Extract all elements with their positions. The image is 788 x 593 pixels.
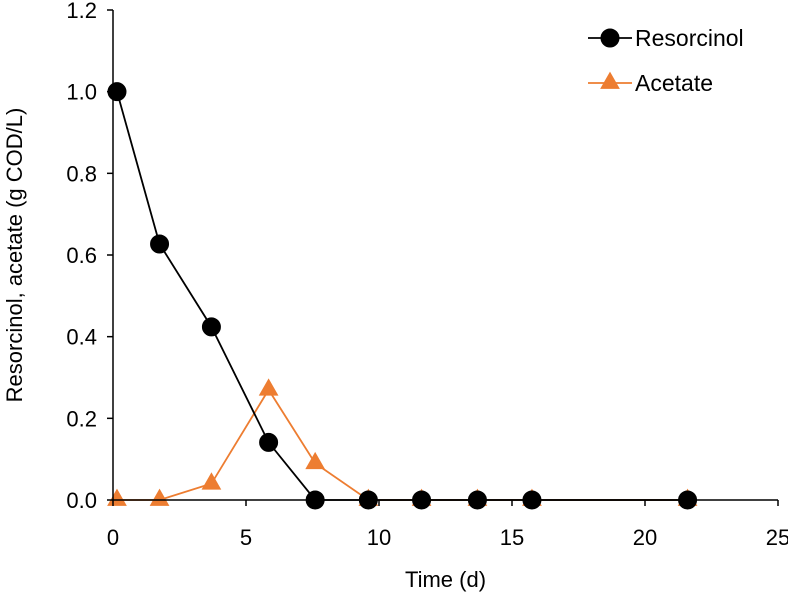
y-tick-label: 0.0	[66, 488, 97, 513]
x-tick-label: 15	[500, 525, 524, 550]
y-axis-title: Resorcinol, acetate (g COD/L)	[2, 108, 27, 403]
legend-label-resorcinol: Resorcinol	[635, 25, 744, 51]
data-point-resorcinol	[201, 317, 221, 337]
y-tick-label: 1.2	[66, 0, 97, 23]
x-tick-label: 20	[633, 525, 657, 550]
legend-marker-resorcinol	[600, 28, 620, 48]
series-lines	[116, 91, 688, 501]
legend-label-acetate: Acetate	[635, 70, 713, 96]
y-tick-label: 0.2	[66, 406, 97, 431]
data-point-acetate	[149, 488, 170, 506]
series-markers	[107, 82, 698, 510]
data-point-acetate	[201, 472, 222, 490]
data-point-resorcinol	[259, 432, 279, 452]
x-axis-title: Time (d)	[405, 567, 486, 592]
x-tick-label: 0	[107, 525, 119, 550]
y-tick-label: 0.6	[66, 243, 97, 268]
x-tick-label: 10	[367, 525, 391, 550]
data-point-acetate	[305, 451, 326, 470]
data-point-resorcinol	[150, 234, 170, 254]
y-tick-label: 0.8	[66, 161, 97, 186]
legend-marker-acetate	[600, 71, 620, 89]
y-tick-label: 1.0	[66, 80, 97, 105]
x-tick-label: 5	[240, 525, 252, 550]
axis-ticks: 0.0 0.2 0.4 0.6 0.8 1.0 1.2 0 5 10 15 20 25	[66, 0, 788, 550]
legend: Resorcinol Acetate	[588, 25, 744, 96]
data-point-acetate	[107, 488, 127, 506]
data-point-acetate	[258, 378, 279, 396]
x-tick-label: 25	[766, 525, 788, 550]
series-line-acetate	[116, 388, 688, 501]
series-line-resorcinol	[116, 91, 688, 501]
y-tick-label: 0.4	[66, 325, 97, 350]
